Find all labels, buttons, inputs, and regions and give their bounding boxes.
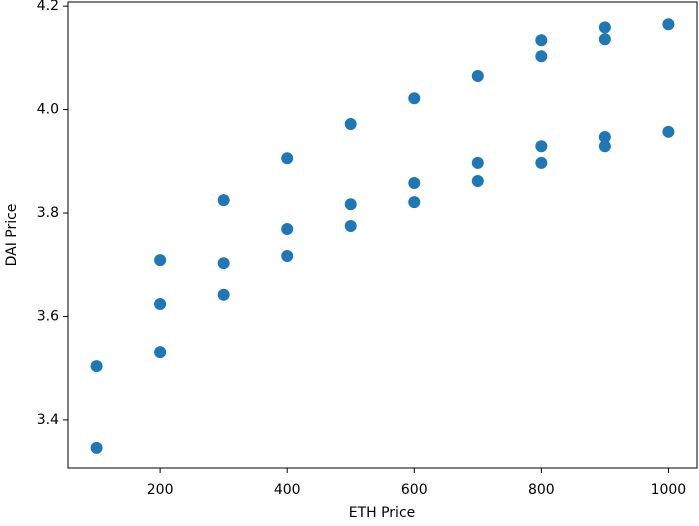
point <box>154 298 167 311</box>
x-tick-label: 200 <box>147 482 174 498</box>
point <box>344 118 357 131</box>
point <box>154 346 167 359</box>
point <box>471 69 484 82</box>
x-tick-label: 600 <box>401 482 428 498</box>
point <box>471 156 484 169</box>
point <box>217 194 230 207</box>
x-tick-label: 400 <box>274 482 301 498</box>
point <box>408 196 421 209</box>
y-tick-label: 4.0 <box>37 102 59 118</box>
point <box>281 152 294 165</box>
point <box>408 177 421 190</box>
point <box>598 21 611 34</box>
point <box>281 249 294 262</box>
point <box>662 18 675 31</box>
y-tick-label: 4.2 <box>37 0 59 14</box>
point <box>90 441 103 454</box>
point <box>344 198 357 211</box>
point <box>598 130 611 143</box>
point <box>344 219 357 232</box>
y-tick-label: 3.8 <box>37 205 59 221</box>
point <box>471 174 484 187</box>
y-tick-label: 3.4 <box>37 412 59 428</box>
point <box>408 92 421 105</box>
x-axis-label: ETH Price <box>349 505 416 521</box>
point <box>535 50 548 63</box>
y-tick-label: 3.6 <box>37 308 59 324</box>
point <box>535 156 548 169</box>
point <box>662 125 675 138</box>
point <box>598 33 611 46</box>
y-axis-label: DAI Price <box>4 204 20 267</box>
point <box>535 140 548 153</box>
point <box>154 254 167 267</box>
point <box>217 257 230 270</box>
point <box>598 140 611 153</box>
x-tick-label: 1000 <box>651 482 687 498</box>
point <box>90 360 103 373</box>
x-tick-label: 800 <box>528 482 555 498</box>
point <box>535 34 548 47</box>
point <box>281 223 294 236</box>
point <box>217 288 230 301</box>
plot-frame <box>67 1 698 469</box>
